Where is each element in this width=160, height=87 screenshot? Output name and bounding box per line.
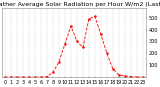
Title: Milwaukee Weather Average Solar Radiation per Hour W/m2 (Last 24 Hours): Milwaukee Weather Average Solar Radiatio… bbox=[0, 2, 160, 7]
